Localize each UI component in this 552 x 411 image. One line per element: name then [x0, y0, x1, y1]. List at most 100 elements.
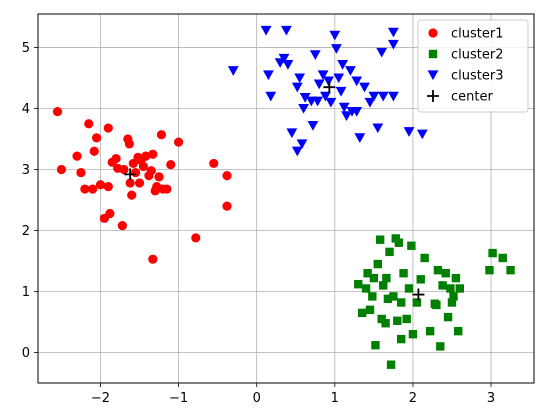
- cluster3-point: [388, 39, 399, 50]
- cluster3-point: [388, 27, 399, 38]
- cluster3-point: [282, 60, 294, 70]
- cluster2-point: [393, 316, 402, 325]
- cluster2-point: [375, 235, 385, 244]
- x-tick-label: 1: [331, 391, 339, 406]
- cluster2-point: [397, 298, 406, 307]
- cluster3-point: [260, 25, 272, 36]
- series-cluster2: [354, 234, 515, 369]
- legend-marker-center: [427, 90, 439, 102]
- cluster3-point: [354, 133, 366, 143]
- y-tick-label: 1: [22, 285, 30, 300]
- cluster3-point: [278, 53, 290, 64]
- cluster3-point: [317, 70, 329, 81]
- cluster3-point: [351, 76, 363, 87]
- legend-box: [417, 19, 529, 113]
- cluster2-point: [379, 281, 388, 290]
- y-tick-label: 5: [22, 41, 30, 56]
- cluster1-point: [80, 184, 90, 194]
- cluster2-point: [354, 279, 363, 289]
- center-point: [412, 288, 425, 301]
- cluster3-point: [345, 66, 356, 76]
- cluster3-point: [364, 97, 376, 108]
- cluster1-point: [105, 208, 115, 219]
- legend-marker-cluster2: [428, 49, 438, 59]
- y-tick-label: 4: [22, 102, 30, 117]
- cluster2-point: [451, 273, 461, 283]
- cluster2-point: [506, 265, 515, 275]
- y-tick-label: 3: [22, 163, 30, 178]
- cluster1-point: [76, 167, 86, 178]
- legend-marker-cluster3: [427, 70, 439, 81]
- cluster3-point: [313, 79, 325, 90]
- cluster2-point: [385, 247, 394, 257]
- cluster1-point: [56, 164, 67, 175]
- cluster2-point: [407, 241, 416, 250]
- cluster2-point: [394, 238, 404, 247]
- cluster1-point: [222, 171, 232, 181]
- cluster3-point: [320, 91, 331, 102]
- cluster3-point: [376, 47, 388, 58]
- cluster3-point: [359, 82, 370, 93]
- cluster2-point: [397, 334, 406, 344]
- data-points: [52, 25, 515, 369]
- cluster3-point: [388, 91, 399, 102]
- cluster2-point: [377, 314, 386, 324]
- cluster1-point: [134, 178, 145, 188]
- cluster2-point: [412, 298, 422, 307]
- cluster3-point: [291, 146, 303, 157]
- cluster1-point: [131, 167, 141, 178]
- cluster2-point: [433, 265, 443, 275]
- cluster2-point: [368, 292, 377, 301]
- cluster1-point: [191, 233, 201, 243]
- cluster3-point: [298, 103, 309, 114]
- cluster1-point: [148, 149, 158, 159]
- cluster1-point: [156, 130, 167, 140]
- cluster1-point: [138, 161, 149, 172]
- plot-frame: [37, 13, 535, 384]
- cluster2-point: [381, 319, 390, 328]
- legend-label-cluster3: cluster3: [451, 69, 503, 84]
- cluster1-point: [103, 123, 113, 133]
- cluster2-point: [365, 305, 375, 315]
- cluster1-point: [119, 164, 129, 175]
- cluster3-point: [351, 106, 363, 117]
- cluster3-point: [291, 82, 303, 93]
- cluster3-point: [309, 50, 321, 60]
- cluster2-point: [438, 281, 447, 290]
- cluster2-point: [455, 284, 464, 293]
- cluster3-point: [335, 86, 347, 97]
- cluster2-point: [363, 269, 372, 278]
- cluster3-point: [377, 91, 389, 102]
- cluster1-point: [72, 151, 82, 161]
- x-tick-label: 3: [487, 391, 495, 406]
- cluster3-point: [263, 70, 274, 81]
- cluster1-point: [222, 201, 232, 211]
- cluster2-point: [449, 292, 458, 301]
- cluster3-point: [329, 30, 341, 41]
- cluster1-point: [125, 178, 135, 188]
- legend-label-center: center: [451, 90, 493, 105]
- cluster3-point: [312, 96, 324, 107]
- cluster3-point: [333, 73, 345, 84]
- cluster2-point: [402, 314, 411, 324]
- cluster1-point: [127, 190, 137, 200]
- cluster3-point: [330, 44, 342, 54]
- cluster3-point: [307, 121, 319, 131]
- cluster3-point: [294, 73, 306, 84]
- cluster2-point: [436, 342, 445, 351]
- cluster1-point: [146, 166, 156, 176]
- y-tick-label: 0: [22, 346, 30, 361]
- cluster3-point: [337, 60, 349, 70]
- cluster2-point: [391, 234, 400, 243]
- center-point: [124, 168, 137, 181]
- cluster2-point: [373, 259, 382, 269]
- cluster3-point: [299, 92, 311, 103]
- cluster3-point: [265, 91, 277, 102]
- cluster1-point: [162, 184, 172, 194]
- cluster3-point: [286, 128, 298, 139]
- cluster2-point: [404, 284, 414, 293]
- cluster2-point: [416, 275, 425, 284]
- cluster2-point: [361, 284, 371, 293]
- cluster1-point: [124, 139, 134, 149]
- series-cluster3: [227, 25, 428, 157]
